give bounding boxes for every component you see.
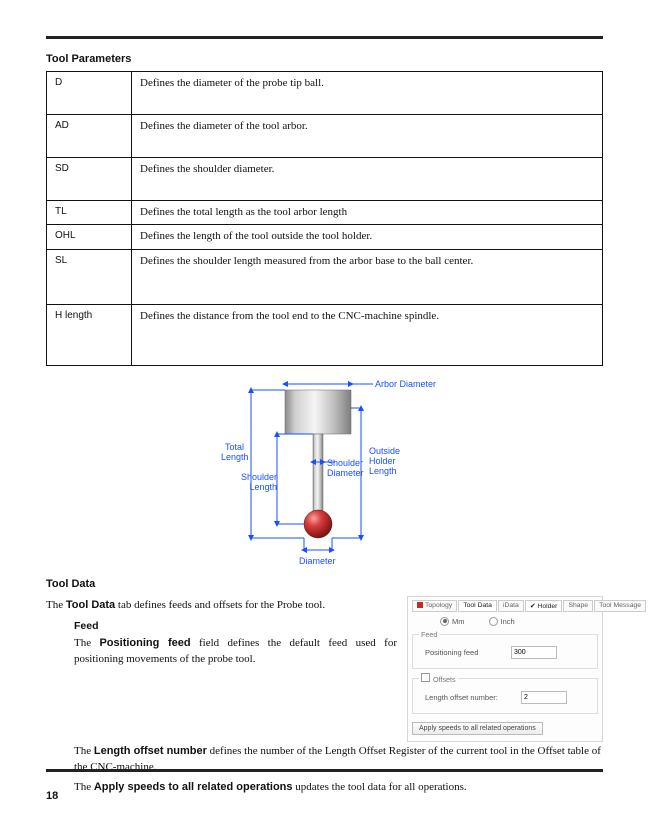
label-shoulder-diameter: ShoulderDiameter xyxy=(327,458,364,478)
length-offset-input[interactable] xyxy=(521,691,567,704)
panel-tabs: Topology Tool Data iData ✔ Holder Shape … xyxy=(412,600,598,612)
feed-group-legend: Feed xyxy=(419,630,439,639)
tool-parameters-table: D Defines the diameter of the probe tip … xyxy=(46,71,603,366)
label-arbor-diameter: Arbor Diameter xyxy=(375,379,436,389)
document-page: Tool Parameters D Defines the diameter o… xyxy=(0,0,649,824)
tool-data-heading: Tool Data xyxy=(46,578,603,590)
apply-speeds-button[interactable]: Apply speeds to all related operations xyxy=(412,722,543,735)
offsets-group: Offsets Length offset number: xyxy=(412,673,598,714)
offsets-checkbox[interactable] xyxy=(421,673,430,682)
positioning-feed-label: Positioning feed xyxy=(425,648,505,657)
param-key: SD xyxy=(47,158,132,201)
unit-mm-radio[interactable]: Mm xyxy=(440,617,465,626)
page-number: 18 xyxy=(46,790,58,802)
top-rule xyxy=(46,36,603,39)
table-row: AD Defines the diameter of the tool arbo… xyxy=(47,115,603,158)
param-key: SL xyxy=(47,249,132,304)
table-row: H length Defines the distance from the t… xyxy=(47,304,603,365)
table-row: D Defines the diameter of the probe tip … xyxy=(47,72,603,115)
param-key: OHL xyxy=(47,225,132,249)
unit-inch-radio[interactable]: Inch xyxy=(489,617,515,626)
tab-idata[interactable]: iData xyxy=(498,600,524,612)
tool-parameters-heading: Tool Parameters xyxy=(46,53,603,65)
positioning-feed-paragraph: The Positioning feed field defines the d… xyxy=(74,636,397,668)
apply-speeds-paragraph: The Apply speeds to all related operatio… xyxy=(74,780,603,796)
feed-group: Feed Positioning feed xyxy=(412,630,598,669)
tab-topology[interactable]: Topology xyxy=(412,600,457,612)
table-row: SL Defines the shoulder length measured … xyxy=(47,249,603,304)
param-desc: Defines the distance from the tool end t… xyxy=(132,304,603,365)
tool-data-intro: The Tool Data tab defines feeds and offs… xyxy=(46,598,397,614)
tool-data-panel: Topology Tool Data iData ✔ Holder Shape … xyxy=(407,596,603,742)
label-outside-holder-length: OutsideHolderLength xyxy=(369,446,400,476)
tab-shape[interactable]: Shape xyxy=(563,600,593,612)
param-desc: Defines the shoulder length measured fro… xyxy=(132,249,603,304)
param-desc: Defines the total length as the tool arb… xyxy=(132,201,603,225)
positioning-feed-input[interactable] xyxy=(511,646,557,659)
length-offset-label: Length offset number: xyxy=(425,693,515,702)
param-key: AD xyxy=(47,115,132,158)
table-row: OHL Defines the length of the tool outsi… xyxy=(47,225,603,249)
bottom-rule xyxy=(46,769,603,772)
table-row: TL Defines the total length as the tool … xyxy=(47,201,603,225)
offsets-group-legend: Offsets xyxy=(419,673,458,684)
param-desc: Defines the diameter of the probe tip ba… xyxy=(132,72,603,115)
topology-icon xyxy=(417,602,423,608)
param-desc: Defines the shoulder diameter. xyxy=(132,158,603,201)
param-key: H length xyxy=(47,304,132,365)
param-desc: Defines the length of the tool outside t… xyxy=(132,225,603,249)
tab-holder[interactable]: ✔ Holder xyxy=(525,600,563,612)
label-total-length: TotalLength xyxy=(221,442,249,462)
param-key: D xyxy=(47,72,132,115)
label-shoulder-length: ShoulderLength xyxy=(240,472,276,492)
param-key: TL xyxy=(47,201,132,225)
table-row: SD Defines the shoulder diameter. xyxy=(47,158,603,201)
tab-tool-message[interactable]: Tool Message xyxy=(594,600,646,612)
param-desc: Defines the diameter of the tool arbor. xyxy=(132,115,603,158)
feed-subheading: Feed xyxy=(74,620,397,632)
tab-tool-data[interactable]: Tool Data xyxy=(458,600,497,612)
probe-diagram: Arbor Diameter TotalLength ShoulderLengt… xyxy=(46,376,603,572)
label-diameter: Diameter xyxy=(299,556,336,566)
